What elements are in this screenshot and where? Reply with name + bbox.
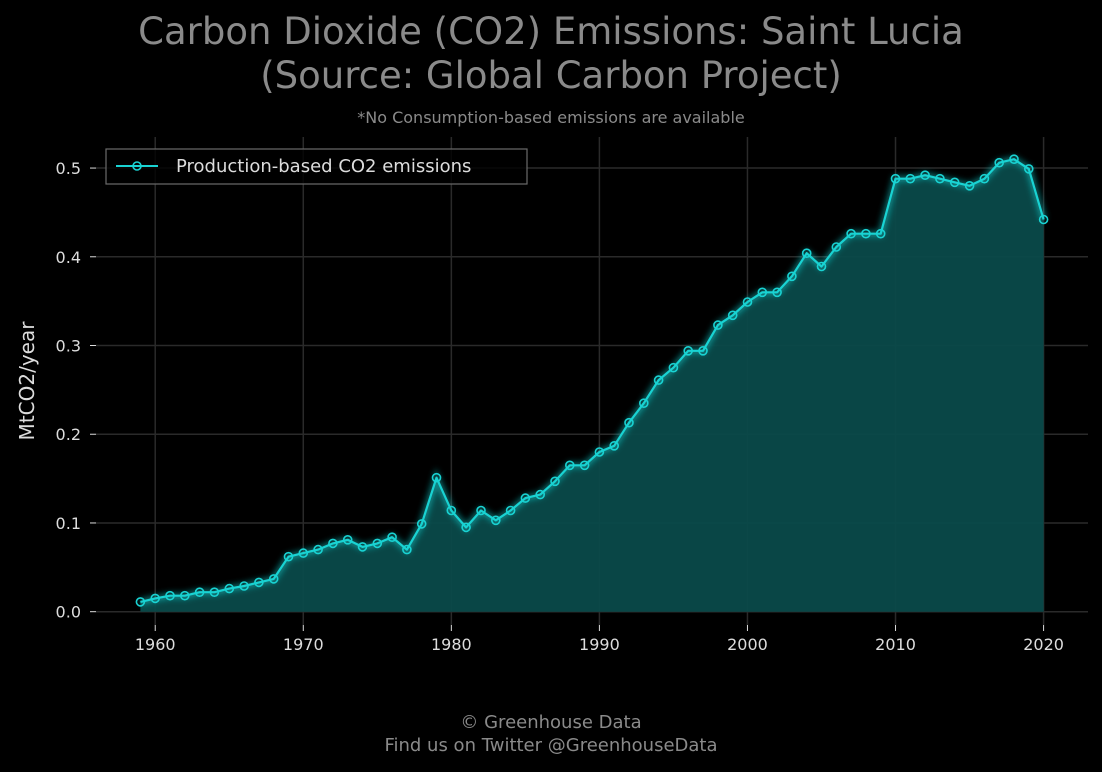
x-tick-label: 1990 <box>579 635 620 654</box>
data-point <box>816 261 827 272</box>
y-axis-label: MtCO2/year <box>15 321 39 441</box>
data-point <box>298 548 309 558</box>
y-tick-label: 0.2 <box>56 425 81 444</box>
data-point <box>787 271 797 282</box>
y-tick-label: 0.5 <box>56 159 81 178</box>
data-point <box>1009 154 1019 164</box>
x-tick-label: 1970 <box>283 635 324 654</box>
data-point <box>861 228 871 239</box>
data-point <box>713 320 723 330</box>
data-point <box>742 297 753 307</box>
data-point <box>964 181 975 191</box>
data-point <box>476 505 486 516</box>
data-point <box>653 375 664 385</box>
data-point <box>1024 164 1034 174</box>
data-point <box>579 460 590 471</box>
x-tick-label: 1960 <box>135 635 176 654</box>
series-line <box>140 158 1045 603</box>
x-tick-label: 2000 <box>727 635 768 654</box>
data-point <box>683 345 694 356</box>
data-point <box>1038 214 1049 225</box>
data-point <box>772 287 782 298</box>
data-point <box>564 460 575 471</box>
data-point <box>890 173 901 184</box>
data-point <box>387 532 397 543</box>
chart-subtitle: *No Consumption-based emissions are avai… <box>357 108 745 127</box>
data-point <box>698 345 708 356</box>
axes: 1960 1970 1980 1990 2000 2010 2020 0.0 0.1 0.2 0.3… <box>15 159 1064 654</box>
legend: Production-based CO2 emissions <box>105 148 528 185</box>
data-point <box>268 574 279 584</box>
data-point <box>535 489 546 500</box>
data-point <box>801 248 812 258</box>
y-tick-label: 0.3 <box>56 337 81 356</box>
data-point <box>846 228 856 239</box>
data-point <box>313 544 323 555</box>
chart-title-line2: (Source: Global Carbon Project) <box>260 54 842 97</box>
legend-box <box>105 148 528 185</box>
y-tick-label: 0.4 <box>56 248 81 267</box>
data-point <box>609 440 620 451</box>
footer-copyright: © Greenhouse Data <box>460 712 642 733</box>
x-tick-label: 1980 <box>431 635 472 654</box>
data-point <box>328 538 338 549</box>
data-point <box>727 310 738 321</box>
data-point <box>935 173 945 184</box>
area-fill <box>140 159 1044 612</box>
data-point <box>150 593 160 604</box>
data-point <box>520 493 531 503</box>
data-point <box>283 551 294 562</box>
data-point <box>949 177 960 188</box>
data-point <box>505 505 516 516</box>
footer: © Greenhouse Data Find us on Twitter @Gr… <box>0 711 1102 757</box>
data-point <box>446 505 457 516</box>
data-point <box>875 228 886 239</box>
data-point <box>979 173 990 184</box>
x-tick-label: 2010 <box>875 635 916 654</box>
data-point <box>402 544 412 555</box>
y-tick-label: 0.0 <box>56 603 81 622</box>
data-point <box>165 590 175 601</box>
data-point <box>920 170 930 180</box>
data-point <box>372 538 383 549</box>
data-point <box>638 398 649 409</box>
data-point <box>668 362 679 373</box>
x-tick-label: 2020 <box>1023 635 1064 654</box>
data-point <box>461 522 471 533</box>
data-point <box>135 597 146 607</box>
data-point <box>831 242 842 252</box>
data-point <box>224 583 235 594</box>
data-point <box>594 447 605 457</box>
data-point <box>994 157 1005 168</box>
data-point <box>194 587 205 598</box>
footer-twitter: Find us on Twitter @GreenhouseData <box>384 735 718 756</box>
chart-title-line1: Carbon Dioxide (CO2) Emissions: Saint Lu… <box>138 10 964 53</box>
data-points <box>135 154 1049 607</box>
data-point <box>209 587 220 598</box>
data-point <box>239 581 249 591</box>
legend-marker-swatch <box>132 161 142 171</box>
legend-label: Production-based CO2 emissions <box>176 156 471 177</box>
data-point <box>757 287 768 298</box>
data-point <box>180 590 190 601</box>
data-point <box>357 542 368 552</box>
data-point <box>342 534 353 545</box>
data-point <box>624 417 634 428</box>
data-point <box>905 173 916 184</box>
data-point <box>550 476 560 487</box>
data-point <box>490 515 501 526</box>
data-point <box>254 577 264 588</box>
chart-title: Carbon Dioxide (CO2) Emissions: Saint Lu… <box>0 10 1102 98</box>
y-tick-label: 0.1 <box>56 514 81 533</box>
data-point <box>431 472 442 483</box>
data-point <box>416 519 427 529</box>
